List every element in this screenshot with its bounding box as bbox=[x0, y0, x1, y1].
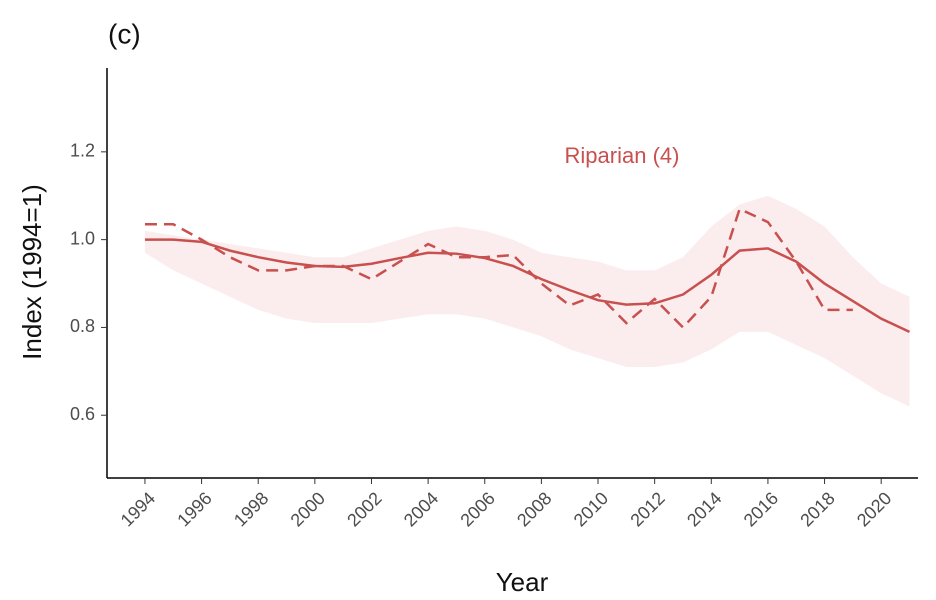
x-tick-label: 2000 bbox=[287, 488, 329, 530]
x-tick-label: 2004 bbox=[400, 488, 442, 530]
x-tick-label: 2016 bbox=[740, 488, 782, 530]
y-tick-label: 0.6 bbox=[70, 404, 95, 424]
x-tick-label: 2020 bbox=[853, 488, 895, 530]
x-tick-label: 1998 bbox=[230, 488, 272, 530]
smoothed-line bbox=[144, 238, 911, 333]
y-tick-label: 1.0 bbox=[70, 228, 95, 248]
x-tick-label: 2012 bbox=[626, 488, 668, 530]
x-tick-label: 2006 bbox=[456, 488, 498, 530]
x-tick-label: 2010 bbox=[570, 488, 612, 530]
x-tick-label: 1994 bbox=[117, 488, 159, 530]
y-tick-label: 0.8 bbox=[70, 316, 95, 336]
annotation: Riparian (4) bbox=[565, 143, 680, 168]
annual-line bbox=[144, 207, 853, 330]
x-tick-label: 2014 bbox=[683, 488, 725, 530]
y-tick-label: 1.2 bbox=[70, 141, 95, 161]
y-axis-label: Index (1994=1) bbox=[17, 184, 47, 360]
x-tick-label: 2002 bbox=[343, 488, 385, 530]
confidence-band bbox=[144, 195, 910, 407]
x-tick-label: 1996 bbox=[173, 488, 215, 530]
x-axis-label: Year bbox=[496, 567, 549, 597]
x-tick-label: 2008 bbox=[513, 488, 555, 530]
chart-title: (c) bbox=[108, 18, 141, 49]
x-tick-label: 2018 bbox=[796, 488, 838, 530]
